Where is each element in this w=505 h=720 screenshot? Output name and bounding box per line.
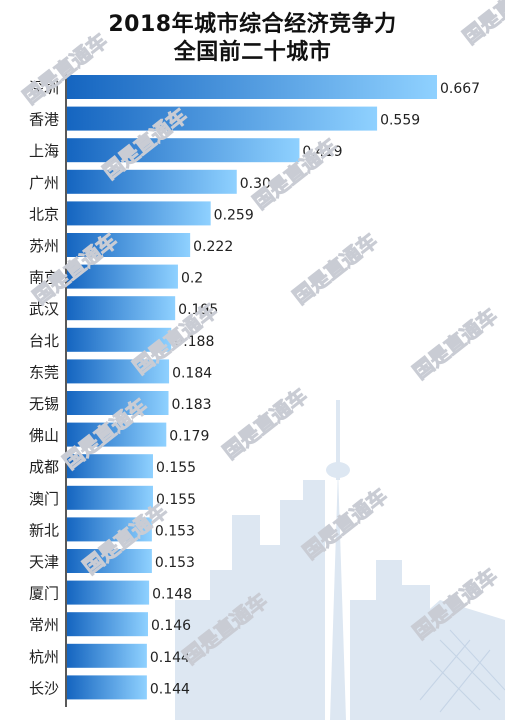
- bar-2: [67, 138, 300, 163]
- category-label-15: 天津: [29, 553, 59, 571]
- value-label-2: 0.419: [302, 144, 342, 160]
- category-label-18: 杭州: [29, 648, 59, 666]
- bar-7: [67, 296, 176, 321]
- bar-17: [67, 612, 148, 637]
- value-label-7: 0.195: [178, 302, 218, 318]
- category-label-16: 厦门: [29, 585, 59, 603]
- value-label-16: 0.148: [152, 587, 192, 603]
- category-label-1: 香港: [29, 111, 59, 129]
- category-label-8: 台北: [29, 332, 59, 350]
- category-label-7: 武汉: [29, 300, 59, 318]
- bar-19: [67, 675, 147, 700]
- bar-14: [67, 517, 152, 542]
- bar-6: [67, 264, 178, 289]
- bar-11: [67, 422, 167, 447]
- value-label-0: 0.667: [440, 81, 480, 97]
- value-label-11: 0.179: [169, 429, 209, 445]
- bar-8: [67, 327, 172, 352]
- value-label-5: 0.222: [193, 239, 233, 255]
- value-label-13: 0.155: [156, 492, 196, 508]
- bar-16: [67, 580, 150, 605]
- category-label-2: 上海: [29, 142, 59, 160]
- category-label-13: 澳门: [29, 490, 59, 508]
- value-label-17: 0.146: [151, 618, 191, 634]
- bar-series: 深圳 0.667 香港 0.559 上海 0.419 广州 0.306 北京 0.259 苏州 0.2…: [29, 75, 480, 700]
- bar-15: [67, 549, 152, 573]
- bar-12: [67, 454, 153, 479]
- value-label-9: 0.184: [172, 365, 212, 381]
- value-label-14: 0.153: [155, 523, 195, 539]
- chart-title-line-2: 全国前二十城市: [173, 40, 332, 65]
- bar-4: [67, 201, 211, 226]
- value-label-18: 0.144: [150, 650, 190, 666]
- value-label-12: 0.155: [156, 460, 196, 476]
- value-label-4: 0.259: [214, 207, 254, 223]
- category-label-12: 成都: [29, 458, 59, 476]
- bar-3: [67, 169, 237, 194]
- value-label-10: 0.183: [172, 397, 212, 413]
- category-label-3: 广州: [29, 174, 59, 192]
- category-label-14: 新北: [29, 521, 59, 539]
- value-label-8: 0.188: [174, 334, 214, 350]
- bar-18: [67, 643, 147, 668]
- category-label-17: 常州: [29, 616, 59, 634]
- bar-13: [67, 485, 153, 510]
- bar-0: [67, 75, 437, 99]
- value-label-6: 0.2: [181, 271, 203, 287]
- category-label-11: 佛山: [29, 427, 59, 445]
- chart-title-line-1: 2018年城市综合经济竞争力: [108, 12, 397, 37]
- bar-9: [67, 359, 170, 384]
- category-label-6: 南京: [29, 269, 59, 287]
- category-label-10: 无锡: [29, 395, 59, 413]
- value-label-15: 0.153: [155, 555, 195, 571]
- bar-10: [67, 391, 169, 415]
- value-label-1: 0.559: [380, 113, 420, 129]
- category-label-9: 东莞: [29, 363, 59, 381]
- category-label-19: 长沙: [29, 679, 59, 697]
- value-label-3: 0.306: [240, 176, 280, 192]
- category-label-5: 苏州: [29, 237, 59, 255]
- category-label-4: 北京: [29, 205, 59, 223]
- category-label-0: 深圳: [29, 79, 59, 97]
- bar-1: [67, 106, 378, 131]
- bar-5: [67, 233, 191, 257]
- value-label-19: 0.144: [150, 681, 190, 697]
